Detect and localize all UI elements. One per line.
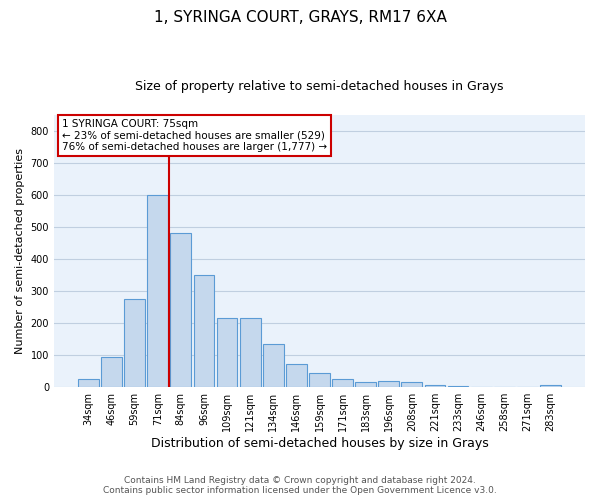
Bar (401, 382, 422, 387)
Bar (425, 384, 445, 387)
Text: 1 SYRINGA COURT: 75sqm
← 23% of semi-detached houses are smaller (529)
76% of se: 1 SYRINGA COURT: 75sqm ← 23% of semi-det… (62, 119, 327, 152)
Bar (355, 382, 376, 387)
Bar (217, 318, 238, 387)
Bar (101, 357, 122, 387)
X-axis label: Distribution of semi-detached houses by size in Grays: Distribution of semi-detached houses by … (151, 437, 488, 450)
Bar (170, 234, 191, 387)
Bar (148, 195, 168, 387)
Bar (332, 379, 353, 387)
Title: Size of property relative to semi-detached houses in Grays: Size of property relative to semi-detach… (135, 80, 504, 93)
Bar (124, 299, 145, 387)
Bar (448, 386, 469, 387)
Bar (78, 379, 99, 387)
Bar (379, 382, 399, 387)
Text: 1, SYRINGA COURT, GRAYS, RM17 6XA: 1, SYRINGA COURT, GRAYS, RM17 6XA (154, 10, 446, 25)
Bar (194, 275, 214, 387)
Bar (309, 373, 330, 387)
Bar (240, 318, 260, 387)
Text: Contains HM Land Registry data © Crown copyright and database right 2024.
Contai: Contains HM Land Registry data © Crown c… (103, 476, 497, 495)
Bar (263, 344, 284, 387)
Bar (540, 385, 561, 387)
Y-axis label: Number of semi-detached properties: Number of semi-detached properties (15, 148, 25, 354)
Bar (286, 364, 307, 387)
